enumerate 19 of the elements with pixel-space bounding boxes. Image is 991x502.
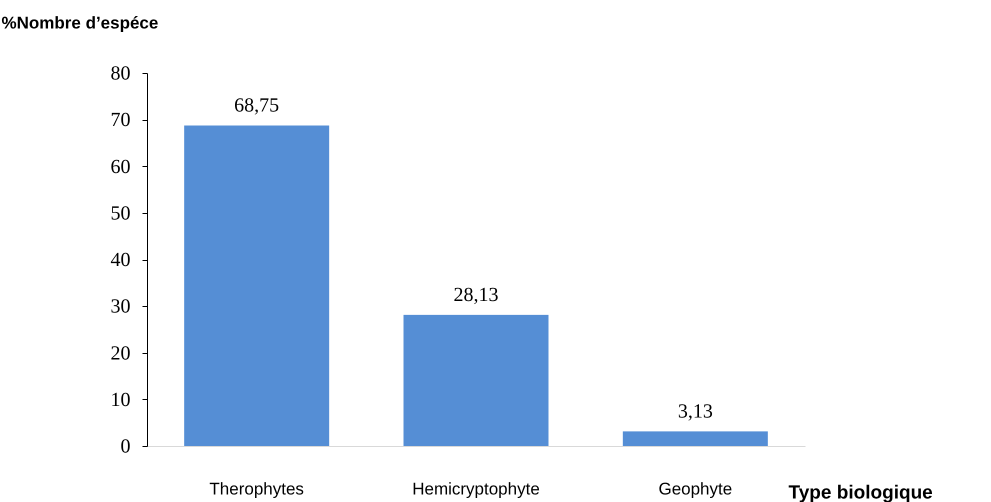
data-label: 68,75 (234, 94, 280, 116)
y-tick-label: 80 (110, 62, 130, 84)
y-tick-label: 0 (120, 436, 130, 458)
y-tick-label: 20 (110, 342, 130, 364)
x-tick-label: Geophyte (658, 480, 732, 498)
y-tick-label: 10 (110, 388, 130, 411)
data-label: 28,13 (454, 284, 498, 306)
y-tick-label: 50 (110, 202, 130, 224)
x-tick-label: Hemicryptophyte (412, 480, 540, 498)
bar (404, 314, 548, 446)
y-axis-title: %Nombre d’espéce (2, 14, 158, 32)
y-tick-label: 60 (110, 156, 130, 178)
bar (184, 125, 330, 446)
x-tick-label: Therophytes (209, 480, 304, 498)
y-tick-label: 30 (110, 296, 130, 318)
y-tick-label: 70 (110, 109, 130, 132)
bar (622, 431, 768, 446)
data-label: 3,13 (678, 400, 713, 422)
y-tick-label: 40 (110, 249, 130, 271)
